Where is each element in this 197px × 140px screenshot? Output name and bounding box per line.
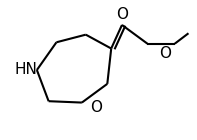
Text: HN: HN	[15, 62, 38, 78]
Text: O: O	[159, 46, 171, 61]
Text: O: O	[116, 7, 128, 22]
Text: O: O	[91, 100, 103, 115]
